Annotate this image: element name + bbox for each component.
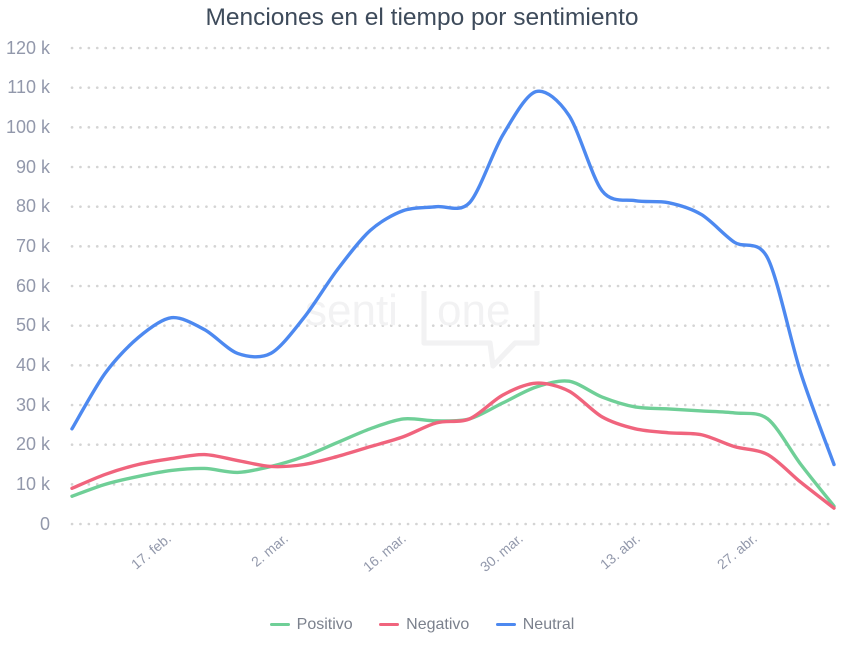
svg-text:one: one — [437, 286, 510, 335]
svg-text:senti: senti — [305, 286, 398, 335]
